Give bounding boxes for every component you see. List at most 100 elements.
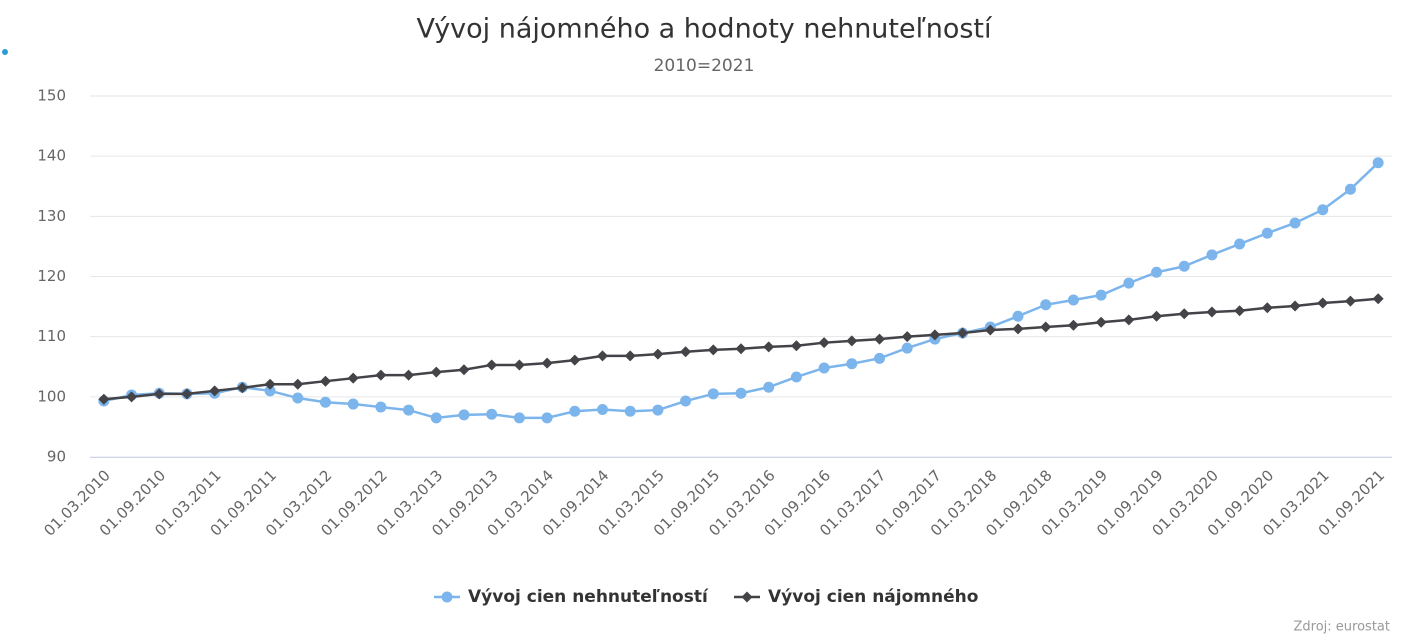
point xyxy=(929,329,941,341)
point xyxy=(1372,293,1384,305)
legend-label: Vývoj cien nájomného xyxy=(768,587,978,607)
y-tick-label: 140 xyxy=(37,147,66,165)
point xyxy=(846,358,858,370)
point xyxy=(181,388,193,400)
point xyxy=(1261,227,1273,239)
legend-symbol xyxy=(441,591,453,603)
point xyxy=(541,357,553,369)
point xyxy=(1289,217,1301,229)
point xyxy=(319,396,331,408)
point xyxy=(98,393,110,405)
point xyxy=(292,378,304,390)
y-tick-label: 100 xyxy=(37,387,66,405)
point xyxy=(818,362,830,374)
point xyxy=(1206,306,1218,318)
point xyxy=(569,354,581,366)
point xyxy=(846,335,858,347)
y-tick-label: 110 xyxy=(37,327,66,345)
point xyxy=(763,381,775,393)
point xyxy=(1067,319,1079,331)
point xyxy=(319,375,331,387)
point xyxy=(403,404,415,416)
point xyxy=(513,412,525,424)
point xyxy=(1012,310,1024,322)
point xyxy=(1123,314,1135,326)
point xyxy=(680,346,692,358)
point xyxy=(735,343,747,355)
point xyxy=(1095,316,1107,328)
point xyxy=(818,337,830,349)
y-tick-label: 120 xyxy=(37,267,66,285)
legend-symbol xyxy=(741,591,753,603)
point xyxy=(1317,204,1329,216)
point xyxy=(375,401,387,413)
point xyxy=(236,382,248,394)
point xyxy=(375,369,387,381)
point xyxy=(652,348,664,360)
point xyxy=(1012,323,1024,335)
point xyxy=(680,395,692,407)
point xyxy=(292,392,304,404)
point xyxy=(652,404,664,416)
point xyxy=(596,350,608,362)
point xyxy=(763,341,775,353)
point xyxy=(1178,260,1190,272)
y-tick-label: 90 xyxy=(47,448,66,466)
point xyxy=(1151,310,1163,322)
point xyxy=(486,359,498,371)
point xyxy=(126,391,138,403)
point xyxy=(1289,300,1301,312)
series-line xyxy=(103,161,1380,420)
point xyxy=(1178,308,1190,320)
point xyxy=(347,372,359,384)
point xyxy=(264,385,276,397)
chart-title: Vývoj nájomného a hodnoty nehnuteľností xyxy=(416,14,993,45)
point xyxy=(458,409,470,421)
point xyxy=(347,398,359,410)
point xyxy=(403,369,415,381)
point xyxy=(1206,249,1218,261)
point xyxy=(790,340,802,352)
point xyxy=(458,364,470,376)
point xyxy=(707,344,719,356)
point xyxy=(901,342,913,354)
point xyxy=(1234,305,1246,317)
point xyxy=(1151,266,1163,278)
point xyxy=(513,359,525,371)
y-tick-label: 130 xyxy=(37,207,66,225)
point xyxy=(209,385,221,397)
point xyxy=(984,324,996,336)
credit: Zdroj: eurostat xyxy=(1294,620,1390,635)
decor-dot xyxy=(2,49,8,55)
point xyxy=(957,327,969,339)
point xyxy=(569,405,581,417)
point xyxy=(1261,302,1273,314)
point xyxy=(1234,238,1246,250)
point xyxy=(624,350,636,362)
point xyxy=(1344,183,1356,195)
point xyxy=(486,408,498,420)
point xyxy=(153,388,165,400)
point xyxy=(735,387,747,399)
y-tick-label: 150 xyxy=(37,87,66,105)
point xyxy=(1095,289,1107,301)
point xyxy=(1317,297,1329,309)
point xyxy=(541,412,553,424)
point xyxy=(874,352,886,364)
point xyxy=(790,371,802,383)
point xyxy=(901,331,913,343)
legend-label: Vývoj cien nehnuteľností xyxy=(468,587,709,607)
point xyxy=(430,412,442,424)
point xyxy=(707,388,719,400)
point xyxy=(1040,321,1052,333)
point xyxy=(1123,277,1135,289)
point xyxy=(874,333,886,345)
point xyxy=(624,405,636,417)
chart-subtitle: 2010=2021 xyxy=(654,56,755,76)
point xyxy=(430,366,442,378)
point xyxy=(596,403,608,415)
point xyxy=(1067,294,1079,306)
point xyxy=(264,378,276,390)
point xyxy=(1040,299,1052,311)
